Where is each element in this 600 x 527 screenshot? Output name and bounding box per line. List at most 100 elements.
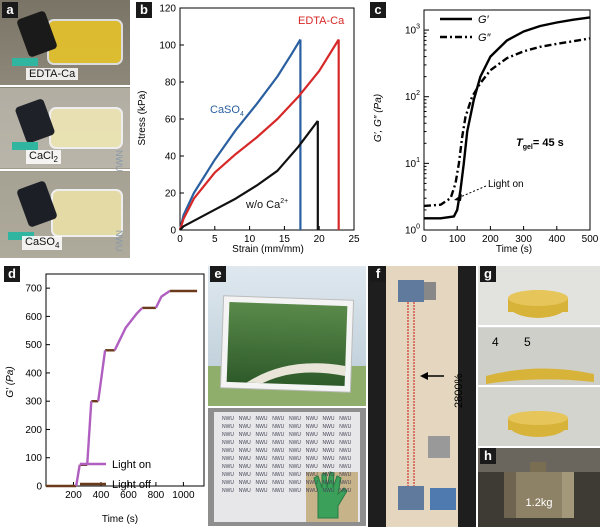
nwu-text: NWU bbox=[322, 456, 335, 462]
nwu-text: NWU bbox=[289, 488, 301, 494]
nwu-text: NWU bbox=[322, 416, 335, 422]
nwu-text: NWU bbox=[272, 456, 285, 462]
vial-label-edta: EDTA-Ca bbox=[26, 68, 79, 80]
nwu-text: NWU bbox=[322, 424, 335, 430]
nwu-text: NWU bbox=[255, 480, 268, 486]
c-legend-gdouble: G″ bbox=[478, 32, 492, 44]
nwu-text: NWU bbox=[289, 456, 301, 462]
nwu-text: NWU bbox=[255, 464, 268, 470]
nwu-text: NWU bbox=[255, 432, 268, 438]
c-xlabel: Time (s) bbox=[496, 244, 532, 255]
chart-d: 200 400 600 800 1000 0 100 200 300 400 500 600 700 L… bbox=[5, 273, 205, 525]
nwu-text: NWU bbox=[322, 488, 335, 494]
nwu-text: NWU bbox=[305, 448, 318, 454]
nwu-text: NWU bbox=[272, 448, 285, 454]
nwu-text: NWU bbox=[222, 472, 234, 478]
b-xtick-label: 25 bbox=[348, 234, 360, 245]
nwu-text: NWU bbox=[339, 424, 352, 430]
b-xtick-label: 5 bbox=[212, 234, 218, 245]
nwu-text: NWU bbox=[289, 424, 301, 430]
vial-label-caso4-sub: 4 bbox=[54, 241, 60, 251]
weight-icon bbox=[504, 462, 574, 518]
nwu-text: NWU bbox=[305, 456, 318, 462]
panel-f: f 2800% bbox=[368, 266, 476, 527]
top-clamp bbox=[398, 280, 436, 302]
nwu-text: NWU bbox=[255, 440, 268, 446]
nwu-text: NWU bbox=[289, 464, 301, 470]
nwu-text: NWU bbox=[305, 440, 318, 446]
c-light-on-text: Light on bbox=[488, 179, 524, 190]
b-ylabel: Stress (kPa) bbox=[137, 90, 148, 145]
nwu-text: NWU bbox=[272, 432, 285, 438]
nwu-text: NWU bbox=[289, 432, 301, 438]
b-xtick-label: 0 bbox=[177, 234, 183, 245]
nwu-text: NWU bbox=[339, 480, 352, 486]
nwu-text: NWU bbox=[339, 448, 352, 454]
c-legend-gprime: G′ bbox=[478, 14, 490, 26]
nwu-text: NWU bbox=[255, 456, 268, 462]
panel-label-h: h bbox=[480, 448, 496, 464]
nwu-text: NWU bbox=[238, 464, 251, 470]
c-light-on-arrow bbox=[457, 185, 487, 199]
d-ylabel: G′ (Pa) bbox=[5, 366, 16, 397]
nwu-text: NWU bbox=[222, 424, 234, 430]
nwu-text: NWU bbox=[289, 416, 301, 422]
c-ytick-label: 103 bbox=[405, 24, 420, 37]
f-arrowhead bbox=[420, 372, 428, 380]
nwu-text: NWU bbox=[238, 448, 251, 454]
vial-label-cacl2-text: CaCl bbox=[29, 150, 54, 162]
nwu-text: NWU bbox=[339, 440, 352, 446]
nwu-text: NWU bbox=[272, 464, 285, 470]
d-xtick-label: 200 bbox=[65, 490, 82, 501]
vial-label-cacl2-sub: 2 bbox=[53, 155, 58, 165]
nwu-text: NWU bbox=[255, 416, 268, 422]
c-xtick-label: 200 bbox=[482, 234, 499, 245]
c-tgel: Tgel= 45 s bbox=[516, 137, 564, 151]
nwu-text: NWU bbox=[238, 488, 251, 494]
d-xtick-label: 800 bbox=[148, 490, 165, 501]
nwu-text: NWU bbox=[222, 464, 234, 470]
nwu-text: NWU bbox=[339, 432, 352, 438]
d-series-light-on bbox=[154, 290, 171, 309]
d-ytick-label: 100 bbox=[25, 453, 42, 464]
nwu-text: NWU bbox=[305, 472, 318, 478]
nwu-text: NWU bbox=[322, 440, 335, 446]
b-series-woca bbox=[179, 120, 319, 231]
panel-label-b: b bbox=[136, 2, 152, 18]
d-series-light-on bbox=[97, 350, 107, 402]
nwu-text: NWU bbox=[289, 448, 301, 454]
panel-f-photo: 2800% bbox=[368, 266, 476, 527]
nwu-text: NWU bbox=[305, 432, 318, 438]
nwu-text-a: NWU bbox=[114, 150, 124, 172]
d-ytick-label: 300 bbox=[25, 397, 42, 408]
nwu-text: NWU bbox=[272, 416, 285, 422]
c-xtick-label: 0 bbox=[421, 234, 427, 245]
b-ytick-label: 40 bbox=[165, 152, 177, 163]
nwu-text: NWU bbox=[222, 480, 234, 486]
vial-label-cacl2: CaCl2 bbox=[26, 150, 61, 165]
nwu-text: NWU bbox=[339, 488, 352, 494]
panel-label-g: g bbox=[480, 266, 496, 282]
d-xtick-label: 600 bbox=[120, 490, 137, 501]
nwu-text: NWU bbox=[238, 440, 251, 446]
nwu-text-a2: NWU bbox=[114, 230, 124, 252]
panel-label-d: d bbox=[4, 266, 20, 282]
b-axes-frame bbox=[179, 7, 355, 231]
nwu-text: NWU bbox=[289, 480, 301, 486]
nwu-text: NWU bbox=[272, 480, 285, 486]
nwu-text: NWU bbox=[305, 488, 318, 494]
c-axes-frame bbox=[423, 9, 591, 231]
c-xtick-label: 100 bbox=[449, 234, 466, 245]
nwu-text: NWU bbox=[272, 488, 285, 494]
nwu-text: NWU bbox=[255, 488, 268, 494]
b-xlabel: Strain (mm/mm) bbox=[232, 244, 304, 255]
b-ytick-label: 60 bbox=[165, 115, 177, 126]
nwu-text: NWU bbox=[238, 480, 251, 486]
nwu-text: NWU bbox=[339, 472, 352, 478]
bottom-clamp bbox=[398, 436, 456, 510]
panel-b: b 0 5 10 15 20 25 0 20 40 60 80 100 120 CaSO4 EDTA-C… bbox=[132, 0, 367, 258]
nwu-text: NWU bbox=[238, 424, 251, 430]
panel-g: g 4 5 bbox=[478, 266, 600, 446]
b-label-caso4: CaSO4 bbox=[210, 104, 244, 118]
